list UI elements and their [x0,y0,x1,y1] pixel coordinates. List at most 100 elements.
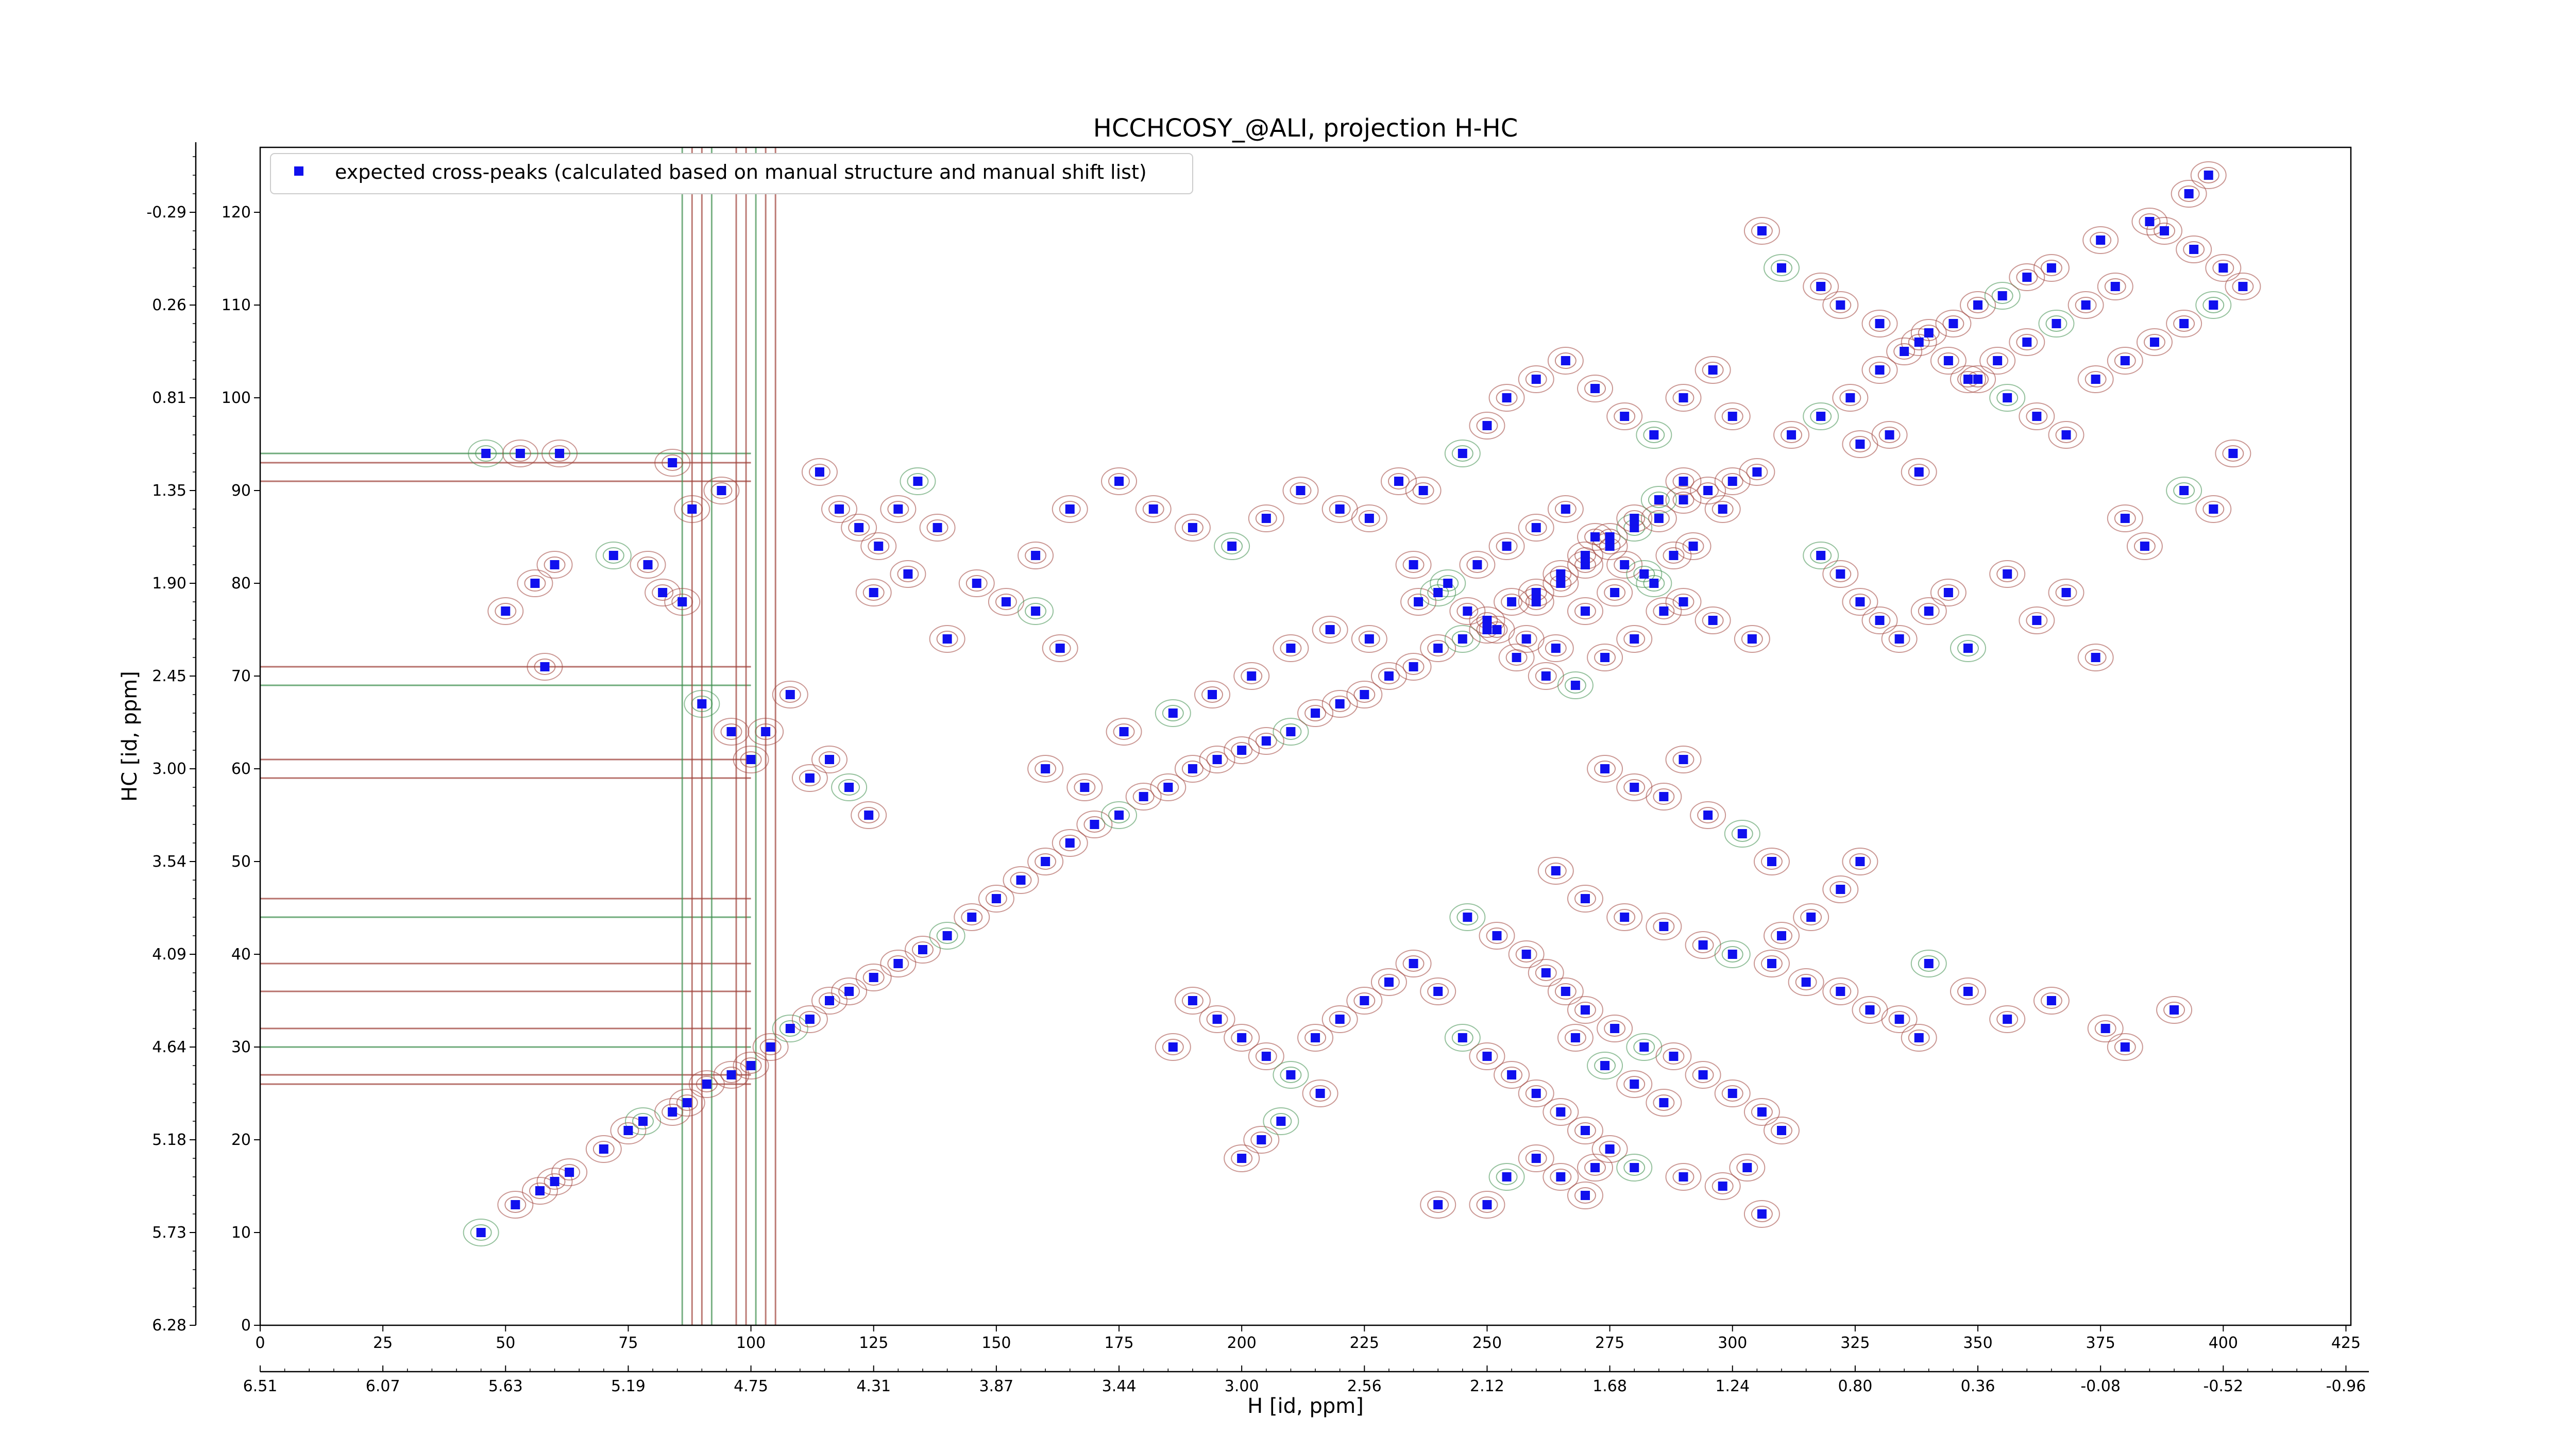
contour-ring [1255,733,1277,749]
contour-ring [1101,467,1138,495]
legend-marker [294,166,303,176]
x-ppm-tick-label: 1.68 [1592,1377,1627,1395]
contour-ring [2084,371,2107,387]
legend-label: expected cross-peaks (calculated based o… [335,161,1147,183]
contour-ring [1606,402,1643,430]
y-tick-label: 110 [222,296,251,314]
contour-ring [527,653,563,681]
cross-peak-point [1482,1052,1492,1061]
contour-ring [1636,421,1672,449]
contour-ring [919,514,956,542]
cross-peak-point [1801,977,1811,987]
cross-peak-point [913,477,923,486]
cross-peak-point [550,1177,560,1186]
cross-peak-point [1257,1135,1266,1144]
contour-ring [662,454,684,471]
contour-ring [1937,352,1959,369]
contour-ring [1594,1057,1616,1074]
cross-peak-point [1458,1033,1467,1042]
cross-peak-point [2140,542,2149,551]
cross-peak-point [1031,606,1041,616]
contour-ring [1469,1042,1505,1070]
cross-peak-point [2184,189,2194,198]
contour-ring [759,1039,782,1055]
contour-ring [1616,1154,1653,1182]
cross-peak-point [2145,217,2155,226]
contour-ring [862,584,885,601]
contour-ring [1950,634,1986,662]
cross-peak-point [668,1107,677,1117]
cross-peak-point [1286,644,1296,653]
cross-peak-point [1679,477,1688,486]
contour-ring [985,890,1007,907]
cross-peak-point [1507,1070,1517,1079]
contour-ring [1400,588,1437,616]
cross-peak-point [2209,504,2218,514]
cross-peak-point [1943,356,1953,365]
contour-ring [1633,1039,1655,1055]
contour-ring [1280,723,1302,740]
cross-peak-point [2189,245,2199,254]
contour-ring [838,779,860,796]
x-tick-label: 300 [1718,1334,1747,1352]
contour-ring [1753,950,1790,977]
cross-peak-point [1816,282,1826,291]
contour-ring [1987,352,2009,369]
contour-ring [2173,315,2195,332]
contour-ring [1731,825,1753,842]
contour-ring [1528,959,1564,987]
contour-ring [1764,1117,1800,1144]
contour-ring [1587,644,1623,671]
contour-ring [1027,755,1064,783]
cross-peak-point [1698,940,1708,950]
y-ppm-tick-label: 6.28 [152,1317,187,1335]
contour-ring [907,473,929,490]
cross-peak-point [1531,523,1541,532]
contour-ring [1155,699,1191,727]
contour-ring [1451,445,1473,462]
contour-ring [2143,334,2165,350]
contour-ring [549,445,571,462]
contour-ring [1052,829,1088,857]
contour-ring [2019,606,2055,634]
cross-peak-point [658,588,668,597]
cross-peak-point [824,755,834,764]
contour-ring [1427,983,1449,1000]
contour-ring [1626,560,1663,588]
contour-ring [801,458,838,486]
cross-peak-point [1212,755,1222,764]
contour-ring [2163,1002,2185,1018]
contour-ring [1181,761,1204,777]
contour-ring [1469,412,1505,440]
contour-ring [1930,347,1967,375]
contour-ring [1537,857,1574,885]
cross-peak-point [1311,1033,1320,1042]
contour-ring [1543,1163,1579,1191]
contour-ring [544,1173,566,1190]
contour-ring [2082,226,2119,254]
contour-ring [1231,1150,1253,1167]
contour-ring [1250,1132,1273,1148]
cross-peak-point [2238,282,2248,291]
cross-peak-point [2209,300,2218,310]
cross-peak-point [972,579,981,588]
x-axis-label: H [id, ppm] [1247,1394,1364,1418]
contour-ring [2048,579,2084,606]
contour-ring [1545,640,1567,656]
cross-peak-point [677,597,687,606]
contour-ring [1803,273,1839,300]
cross-peak-point [1561,987,1570,996]
contour-ring [1508,940,1545,968]
cross-peak-point [1836,987,1845,996]
cross-peak-point [2032,412,2042,421]
x-tick-label: 75 [618,1334,638,1352]
cross-peak-point [1315,1089,1325,1098]
cross-peak-point [1963,375,1973,384]
cross-peak-point [1286,1070,1296,1079]
cross-peak-point [1875,319,1885,328]
contour-ring [1214,532,1250,560]
cross-peak-point [1556,1172,1566,1182]
cross-peak-point [1580,551,1590,560]
y-tick-label: 90 [231,482,251,500]
contour-ring [1449,597,1486,625]
